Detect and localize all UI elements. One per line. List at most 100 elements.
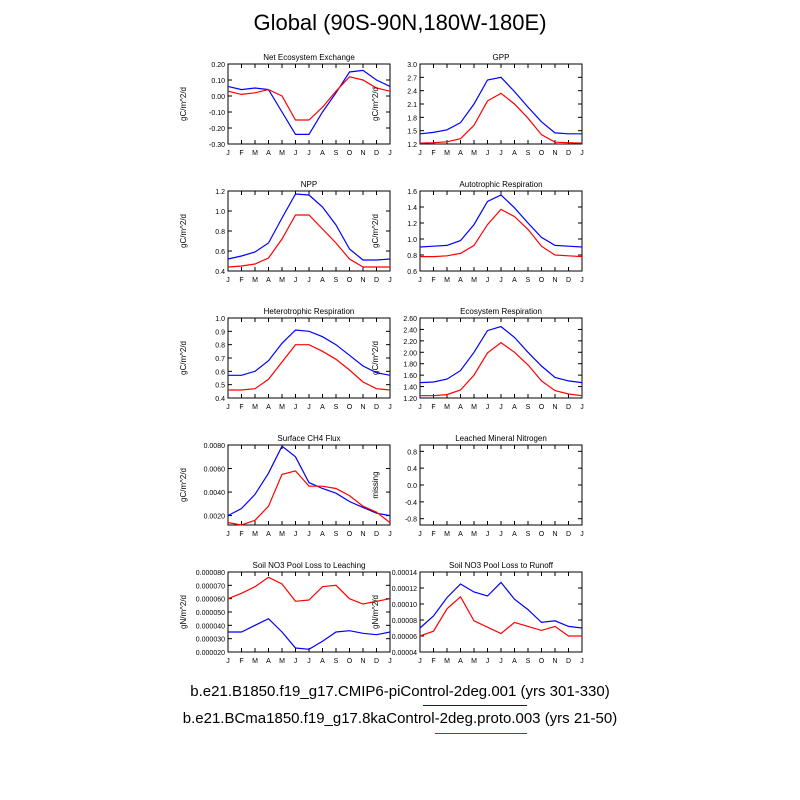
net-ecosystem-exchange-xtick-label: J <box>307 150 311 157</box>
soil-no3-pool-loss-to-runoff-xtick-label: J <box>486 658 490 665</box>
npp-ytick-label: 0.6 <box>215 249 225 256</box>
autotrophic-respiration-ytick-label: 1.0 <box>407 237 417 244</box>
autotrophic-respiration-series-line-2 <box>420 208 583 258</box>
heterotrophic-respiration-series-line-2 <box>228 344 391 391</box>
panel-heterotrophic-respiration: Heterotrophic Respiration gC/m^2/d 0.4 0.5 0… <box>179 307 392 411</box>
net-ecosystem-exchange-ytick-label: -0.20 <box>209 126 225 133</box>
autotrophic-respiration-xtick-label: F <box>431 277 435 284</box>
autotrophic-respiration-xtick-label: A <box>512 277 517 284</box>
gpp-xtick-label: F <box>431 150 435 157</box>
panel-leached-mineral-nitrogen: Leached Mineral Nitrogen missing -0.8 -0.4 0… <box>371 434 584 538</box>
surface-ch4-flux-ytick-label: 0.0020 <box>204 514 226 521</box>
gpp-frame <box>419 63 583 145</box>
surface-ch4-flux-xtick-label: A <box>266 531 271 538</box>
soil-no3-pool-loss-to-leaching-ytick-label: 0.000060 <box>196 597 225 604</box>
ecosystem-respiration-ytick-label: 1.80 <box>403 362 417 369</box>
surface-ch4-flux-xtick-label: A <box>320 531 325 538</box>
net-ecosystem-exchange-series-line-2 <box>227 76 391 121</box>
net-ecosystem-exchange-xtick-label: S <box>334 150 339 157</box>
ecosystem-respiration-xtick-label: N <box>552 404 557 411</box>
npp-title: NPP <box>301 180 317 189</box>
ecosystem-respiration-xtick-label: J <box>418 404 422 411</box>
ecosystem-respiration-ytick-label: 2.00 <box>403 350 417 357</box>
ecosystem-respiration-ytick-label: 1.40 <box>403 385 417 392</box>
surface-ch4-flux-ytick-label: 0.0040 <box>204 490 226 497</box>
soil-no3-pool-loss-to-runoff-ytick-label: 0.00012 <box>392 586 417 593</box>
soil-no3-pool-loss-to-runoff-xtick-label: J <box>499 658 503 665</box>
leached-mineral-nitrogen-ylabel: missing <box>371 471 380 498</box>
ecosystem-respiration-xtick-label: F <box>431 404 435 411</box>
soil-no3-pool-loss-to-runoff-series-line-2 <box>419 595 582 637</box>
autotrophic-respiration-xtick-label: J <box>499 277 503 284</box>
gpp-xtick-label: J <box>580 150 584 157</box>
soil-no3-pool-loss-to-leaching-ytick-label: 0.000020 <box>196 650 225 657</box>
gpp-xtick-label: J <box>418 150 422 157</box>
heterotrophic-respiration-xtick-label: S <box>334 404 339 411</box>
autotrophic-respiration-xtick-label: M <box>444 277 450 284</box>
gpp-ylabel: gC/m^2/d <box>371 87 380 121</box>
npp-series-line-2 <box>227 214 390 268</box>
gpp-ytick-label: 1.8 <box>407 115 417 122</box>
gpp-xtick-label: M <box>471 150 477 157</box>
net-ecosystem-exchange-xtick-label: A <box>266 150 271 157</box>
leached-mineral-nitrogen-xtick-label: J <box>418 531 422 538</box>
soil-no3-pool-loss-to-leaching-ylabel: gN/m^2/d <box>179 595 188 629</box>
soil-no3-pool-loss-to-leaching-xtick-label: M <box>252 658 258 665</box>
heterotrophic-respiration-ytick-label: 0.8 <box>215 343 225 350</box>
gpp-xtick-label: A <box>458 150 463 157</box>
leached-mineral-nitrogen-xtick-label: J <box>499 531 503 538</box>
heterotrophic-respiration-xtick-label: A <box>266 404 271 411</box>
gpp-xtick-label: A <box>512 150 517 157</box>
ecosystem-respiration-xtick-label: O <box>539 404 545 411</box>
soil-no3-pool-loss-to-runoff-xtick-label: N <box>552 658 557 665</box>
soil-no3-pool-loss-to-runoff-ylabel: gN/m^2/d <box>371 595 380 629</box>
leached-mineral-nitrogen-xtick-label: F <box>431 531 435 538</box>
net-ecosystem-exchange-xtick-label: J <box>294 150 298 157</box>
net-ecosystem-exchange-ytick-label: 0.10 <box>211 78 225 85</box>
surface-ch4-flux-ytick-label: 0.0080 <box>204 443 226 450</box>
surface-ch4-flux-series-line-1 <box>227 445 391 517</box>
surface-ch4-flux-xtick-label: N <box>360 531 365 538</box>
ecosystem-respiration-ytick-label: 2.40 <box>403 327 417 334</box>
npp-ytick-label: 0.8 <box>215 229 225 236</box>
gpp-ytick-label: 2.4 <box>407 89 417 96</box>
soil-no3-pool-loss-to-runoff-xtick-label: J <box>418 658 422 665</box>
ecosystem-respiration-xtick-label: A <box>458 404 463 411</box>
soil-no3-pool-loss-to-leaching-frame <box>227 571 391 653</box>
surface-ch4-flux-xtick-label: M <box>279 531 285 538</box>
leached-mineral-nitrogen-ytick-label: 0.4 <box>407 466 417 473</box>
leached-mineral-nitrogen-xtick-label: J <box>580 531 584 538</box>
ecosystem-respiration-xtick-label: A <box>512 404 517 411</box>
heterotrophic-respiration-ytick-label: 0.7 <box>215 356 225 363</box>
autotrophic-respiration-xtick-label: A <box>458 277 463 284</box>
npp-xtick-label: N <box>360 277 365 284</box>
npp-xtick-label: M <box>252 277 258 284</box>
leached-mineral-nitrogen-title: Leached Mineral Nitrogen <box>455 434 547 443</box>
ecosystem-respiration-ytick-label: 2.20 <box>403 339 417 346</box>
soil-no3-pool-loss-to-leaching-ytick-label: 0.000070 <box>196 583 225 590</box>
ecosystem-respiration-ytick-label: 1.60 <box>403 373 417 380</box>
heterotrophic-respiration-xtick-label: N <box>360 404 365 411</box>
npp-ytick-label: 0.4 <box>215 269 225 276</box>
panel-ecosystem-respiration: Ecosystem Respiration gC/m^2/d 1.20 1.40 1.6… <box>371 307 584 411</box>
leached-mineral-nitrogen-ytick-label: 0.8 <box>407 449 417 456</box>
soil-no3-pool-loss-to-leaching-xtick-label: N <box>360 658 365 665</box>
ecosystem-respiration-xtick-label: S <box>526 404 531 411</box>
heterotrophic-respiration-xtick-label: O <box>347 404 353 411</box>
npp-xtick-label: F <box>239 277 243 284</box>
legend-swatch-1 <box>423 705 527 706</box>
net-ecosystem-exchange-xtick-label: O <box>347 150 353 157</box>
autotrophic-respiration-ytick-label: 1.6 <box>407 189 417 196</box>
heterotrophic-respiration-ytick-label: 0.9 <box>215 329 225 336</box>
autotrophic-respiration-xtick-label: D <box>566 277 571 284</box>
autotrophic-respiration-ytick-label: 0.8 <box>407 253 417 260</box>
legend-swatch-2 <box>435 733 527 734</box>
net-ecosystem-exchange-frame <box>227 63 391 145</box>
surface-ch4-flux-xtick-label: F <box>239 531 243 538</box>
gpp-xtick-label: O <box>539 150 545 157</box>
gpp-ytick-label: 2.1 <box>407 102 417 109</box>
autotrophic-respiration-frame <box>419 190 583 272</box>
net-ecosystem-exchange-ytick-label: -0.10 <box>209 110 225 117</box>
net-ecosystem-exchange-ytick-label: 0.20 <box>211 62 225 69</box>
